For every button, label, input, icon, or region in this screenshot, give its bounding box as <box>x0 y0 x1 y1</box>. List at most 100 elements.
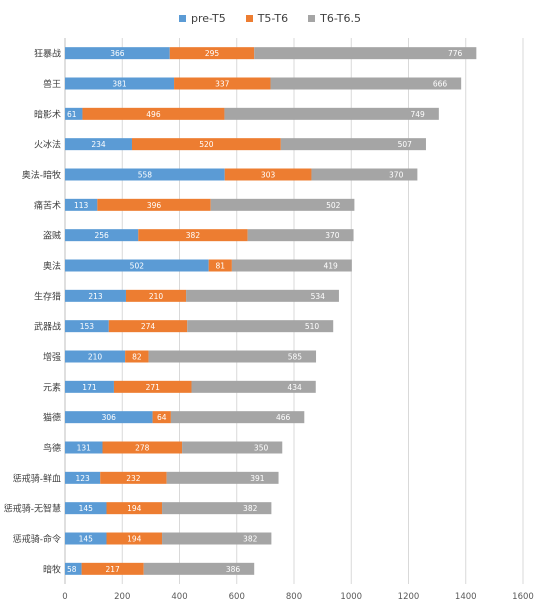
data-label: 145 <box>79 535 94 544</box>
data-label: 232 <box>126 474 141 483</box>
category-label: 惩戒骑-鲜血 <box>13 472 61 484</box>
data-label: 295 <box>205 49 220 58</box>
bar-segment <box>65 77 175 90</box>
bar-segment <box>162 532 272 545</box>
x-tick-label: 400 <box>171 592 187 602</box>
data-label: 337 <box>215 80 230 89</box>
data-label: 234 <box>91 140 106 149</box>
data-label: 256 <box>94 231 109 240</box>
bar-segment <box>106 502 163 515</box>
bar-segment <box>82 107 225 120</box>
bar-segment <box>280 138 426 151</box>
bar-segment <box>65 259 209 272</box>
data-label: 510 <box>305 322 320 331</box>
data-label: 391 <box>250 474 265 483</box>
bar-segment <box>65 562 82 575</box>
data-label: 145 <box>79 504 94 513</box>
data-label: 64 <box>157 413 167 422</box>
bar-segment <box>270 77 462 90</box>
data-label: 496 <box>146 110 161 119</box>
category-label: 狂暴战 <box>34 49 61 60</box>
bar-segment <box>65 198 98 211</box>
category-label: 盗贼 <box>43 230 61 242</box>
legend-item-t5-t6: T5-T6 <box>245 12 289 25</box>
category-label: 痛苦术 <box>34 199 61 211</box>
data-label: 153 <box>80 322 95 331</box>
category-label: 惩戒骑-命令 <box>13 533 61 545</box>
data-label: 194 <box>127 504 142 513</box>
bar-segment <box>65 289 126 302</box>
data-label: 585 <box>288 353 303 362</box>
data-label: 558 <box>138 171 153 180</box>
bar-segment <box>65 168 225 181</box>
bar-segment <box>65 471 101 484</box>
bar-segment <box>186 289 339 302</box>
category-label: 奥法-暗牧 <box>22 169 61 181</box>
legend-item-t6-t6-5: T6-T6.5 <box>308 12 361 25</box>
data-label: 381 <box>112 80 127 89</box>
x-tick-label: 1200 <box>398 592 420 602</box>
data-label: 213 <box>88 292 103 301</box>
bar-segment <box>170 411 305 424</box>
legend-swatch-pre-t5 <box>178 15 186 22</box>
bar-segment <box>166 471 279 484</box>
data-label: 350 <box>254 444 269 453</box>
bar-segment <box>208 259 232 272</box>
data-label: 58 <box>67 565 77 574</box>
data-label: 210 <box>88 353 103 362</box>
bar-segment <box>65 47 170 60</box>
legend-label-pre-t5: pre-T5 <box>190 12 226 25</box>
bar-segment <box>65 229 139 242</box>
bar-segment <box>65 138 132 151</box>
data-label: 502 <box>130 262 145 271</box>
data-label: 434 <box>287 383 302 392</box>
category-label: 生存猎 <box>34 290 61 302</box>
bar-segment <box>224 107 439 120</box>
data-label: 61 <box>67 110 77 119</box>
bar-segment <box>113 380 192 393</box>
x-tick-label: 800 <box>286 592 302 602</box>
data-label: 271 <box>146 383 161 392</box>
bar-segment <box>210 198 355 211</box>
data-label: 366 <box>110 49 125 58</box>
bar-segment <box>182 441 283 454</box>
data-label: 776 <box>448 49 463 58</box>
bar-segment <box>65 380 114 393</box>
data-label: 274 <box>141 322 156 331</box>
category-label: 奥法 <box>43 260 61 272</box>
category-label: 兽王 <box>43 78 61 90</box>
data-label: 82 <box>132 353 142 362</box>
data-label: 386 <box>226 565 241 574</box>
bar-segment <box>254 47 477 60</box>
data-label: 382 <box>186 231 201 240</box>
bar-segment <box>143 562 255 575</box>
bar-segment <box>311 168 418 181</box>
bar-segment <box>138 229 248 242</box>
bar-segment <box>65 350 126 363</box>
x-tick-label: 600 <box>229 592 245 602</box>
bar-segment <box>97 198 211 211</box>
legend-label-t5-t6: T5-T6 <box>257 12 289 25</box>
bar-segment <box>162 502 272 515</box>
category-label: 火冰法 <box>34 139 61 151</box>
data-label: 502 <box>326 201 341 210</box>
bar-segment <box>231 259 352 272</box>
bar-segment <box>125 350 149 363</box>
bar-segment <box>65 411 153 424</box>
x-tick-label: 1400 <box>455 592 477 602</box>
bar-segment <box>108 320 188 333</box>
bar-segment <box>65 320 109 333</box>
data-label: 217 <box>105 565 120 574</box>
data-label: 210 <box>149 292 164 301</box>
category-label: 暗影术 <box>34 108 61 120</box>
legend-item-pre-t5: pre-T5 <box>178 12 226 25</box>
data-label: 131 <box>77 444 92 453</box>
data-label: 370 <box>389 171 404 180</box>
x-tick-label: 0 <box>62 592 67 602</box>
x-tick-label: 200 <box>114 592 130 602</box>
data-label: 303 <box>261 171 276 180</box>
bar-segment <box>174 77 271 90</box>
bar-segment <box>81 562 144 575</box>
bar-segment <box>152 411 171 424</box>
